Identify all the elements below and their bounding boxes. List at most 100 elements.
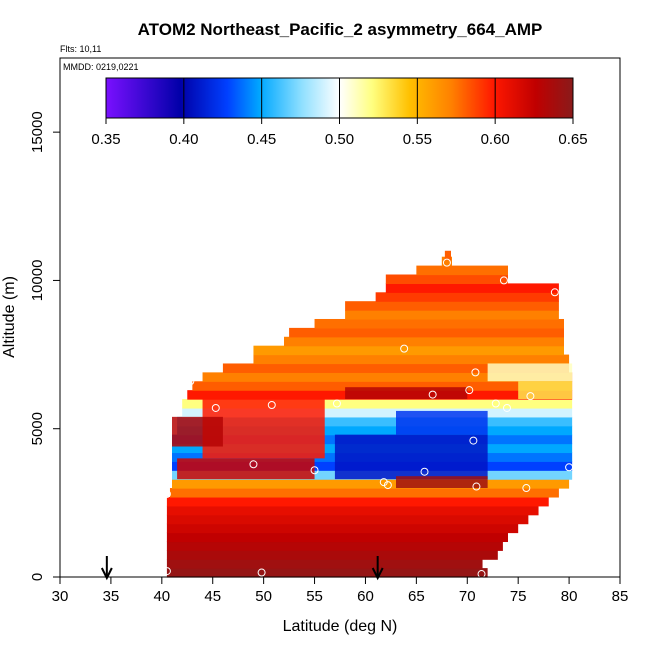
sample-point (465, 386, 474, 395)
sample-point (162, 489, 171, 498)
heatmap-cell (166, 523, 519, 534)
heatmap-anomaly (487, 363, 573, 382)
sample-point (442, 258, 451, 267)
y-tick-label: 5000 (29, 412, 46, 445)
heatmap-cell (444, 250, 451, 261)
plot-frame (59, 57, 621, 578)
x-tick-label: 50 (255, 588, 272, 605)
flight-arrow-head (100, 567, 113, 581)
y-tick-label: 0 (29, 573, 46, 581)
heatmap-cell (172, 479, 570, 489)
sample-point (526, 392, 535, 401)
heatmap-cell (345, 301, 559, 311)
y-tick-label: 10000 (29, 260, 46, 302)
heatmap-cell (166, 550, 498, 560)
heatmap-cell (166, 568, 488, 578)
colorbar-tick-label: 0.45 (247, 131, 276, 148)
sample-point (502, 403, 511, 412)
heatmap-cell (166, 496, 549, 507)
sample-point (379, 478, 388, 487)
heatmap-anomaly (177, 458, 315, 480)
heatmap-cell (222, 363, 570, 373)
x-tick-label: 35 (103, 588, 120, 605)
sample-point (477, 570, 486, 579)
colorbar: 0.35 0.40 0.45 0.50 0.55 0.60 0.65 (91, 77, 588, 148)
sample-point (332, 399, 341, 408)
heatmap-cell (416, 265, 508, 276)
sample-point (565, 463, 574, 472)
heatmap-cell (177, 425, 573, 436)
x-tick-label: 30 (52, 588, 69, 605)
heatmap-cell (253, 345, 565, 356)
heatmap-cell (166, 514, 529, 525)
heatmap-cell (182, 407, 573, 418)
heatmap-cell (166, 505, 539, 516)
chart-title: ATOM2 Northeast_Pacific_2 asymmetry_664_… (138, 20, 543, 39)
sample-point (310, 466, 319, 475)
sample-point (267, 400, 276, 409)
colorbar-ticks: 0.35 0.40 0.45 0.50 0.55 0.60 0.65 (91, 78, 588, 148)
heatmap-cell (177, 416, 573, 427)
heatmap-anomalies (172, 363, 573, 489)
sample-point (186, 377, 195, 386)
sample-point (249, 460, 258, 469)
date-label: MMDD: 0219,0221 (63, 62, 139, 72)
heatmap-anomaly (396, 410, 488, 435)
sample-point (211, 403, 220, 412)
x-tick-label: 65 (408, 588, 425, 605)
sample-point (491, 399, 500, 408)
sample-point (522, 484, 531, 493)
sample-point (428, 390, 437, 399)
flights-label: Flts: 10,11 (60, 44, 101, 54)
colorbar-tick-label: 0.40 (169, 131, 198, 148)
flight-arrow-head (371, 567, 384, 581)
heatmap-cell (169, 488, 559, 498)
heatmap-cell (253, 354, 570, 365)
x-tick-label: 45 (204, 588, 221, 605)
heatmap-cells (166, 250, 573, 578)
sample-point (257, 568, 266, 577)
heatmap-cell (345, 310, 559, 320)
y-tick-label: 15000 (29, 111, 46, 153)
colorbar-tick-label: 0.60 (481, 131, 510, 148)
heatmap-cell (192, 381, 573, 391)
sample-point (550, 288, 559, 297)
heatmap-cell (385, 283, 559, 293)
heatmap-anomaly (334, 434, 488, 480)
heatmap-cell (202, 372, 573, 382)
colorbar-tick-label: 0.65 (558, 131, 587, 148)
sample-point (472, 482, 481, 491)
x-tick-label: 75 (510, 588, 527, 605)
heatmap-cell (284, 336, 564, 347)
sample-point (400, 344, 409, 353)
heatmap-cell (166, 541, 503, 551)
heatmap-anomaly (172, 416, 223, 447)
heatmap-cell (289, 327, 564, 338)
sample-point (469, 436, 478, 445)
sample-point (420, 467, 429, 476)
colorbar-tick-label: 0.50 (325, 131, 354, 148)
heatmap-cell (441, 256, 452, 267)
sample-point (471, 368, 480, 377)
sample-point (499, 276, 508, 285)
colorbar-tick-label: 0.55 (403, 131, 432, 148)
flight-arrows (100, 556, 384, 581)
colorbar-tick-label: 0.35 (91, 131, 120, 148)
sample-points (162, 258, 574, 579)
y-axis-label: Altitude (m) (1, 276, 18, 358)
heatmap-cell (166, 559, 483, 569)
x-tick-label: 40 (153, 588, 170, 605)
heatmap-anomaly (518, 381, 573, 400)
heatmap-cell (385, 274, 508, 284)
sample-point (162, 567, 171, 576)
plot-area (59, 57, 621, 581)
heatmap-cell (182, 399, 573, 409)
x-tick-label: 55 (306, 588, 323, 605)
x-tick-label: 70 (459, 588, 476, 605)
y-axis: 0 5000 10000 15000 (29, 111, 60, 581)
x-tick-label: 60 (357, 588, 374, 605)
sample-point (383, 481, 392, 490)
heatmap-anomaly (345, 387, 468, 400)
heatmap-cell (375, 292, 559, 302)
